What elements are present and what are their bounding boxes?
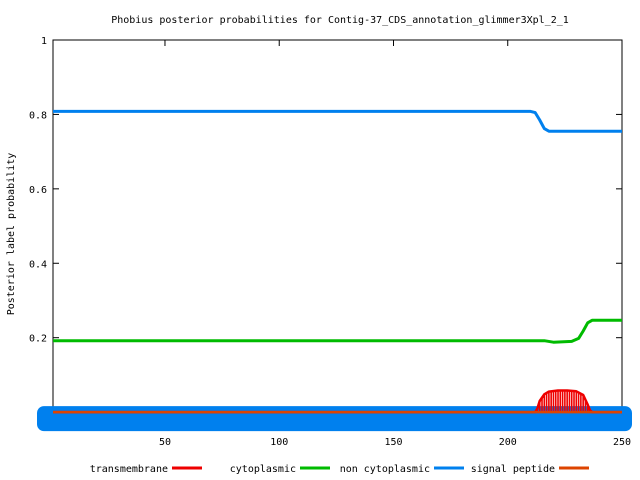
legend: transmembrane cytoplasmic non cytoplasmic s… <box>90 464 589 475</box>
series-line-non-cytoplasmic <box>53 109 622 133</box>
y-tick-label: 0.2 <box>29 334 47 345</box>
y-tick-label: 1 <box>41 36 47 47</box>
y-tick-label: 0.8 <box>29 110 47 121</box>
series-line-transmembrane <box>53 389 622 414</box>
legend-label: transmembrane <box>90 464 168 475</box>
x-tick-label: 250 <box>613 437 631 448</box>
legend-label: cytoplasmic <box>230 464 296 475</box>
y-axis-label: Posterior label probability <box>6 153 17 316</box>
x-tick-label: 150 <box>384 437 402 448</box>
x-tick-label: 200 <box>499 437 517 448</box>
chart-title: Phobius posterior probabilities for Cont… <box>111 15 569 26</box>
plot-frame <box>52 39 623 428</box>
legend-label: signal peptide <box>471 464 555 475</box>
x-tick-label: 100 <box>270 437 288 448</box>
legend-label: non cytoplasmic <box>340 464 430 475</box>
series-line-cytoplasmic <box>53 318 622 344</box>
y-tick-label: 0.4 <box>29 259 47 270</box>
x-tick-label: 50 <box>159 437 171 448</box>
y-tick-label: 0.6 <box>29 185 47 196</box>
